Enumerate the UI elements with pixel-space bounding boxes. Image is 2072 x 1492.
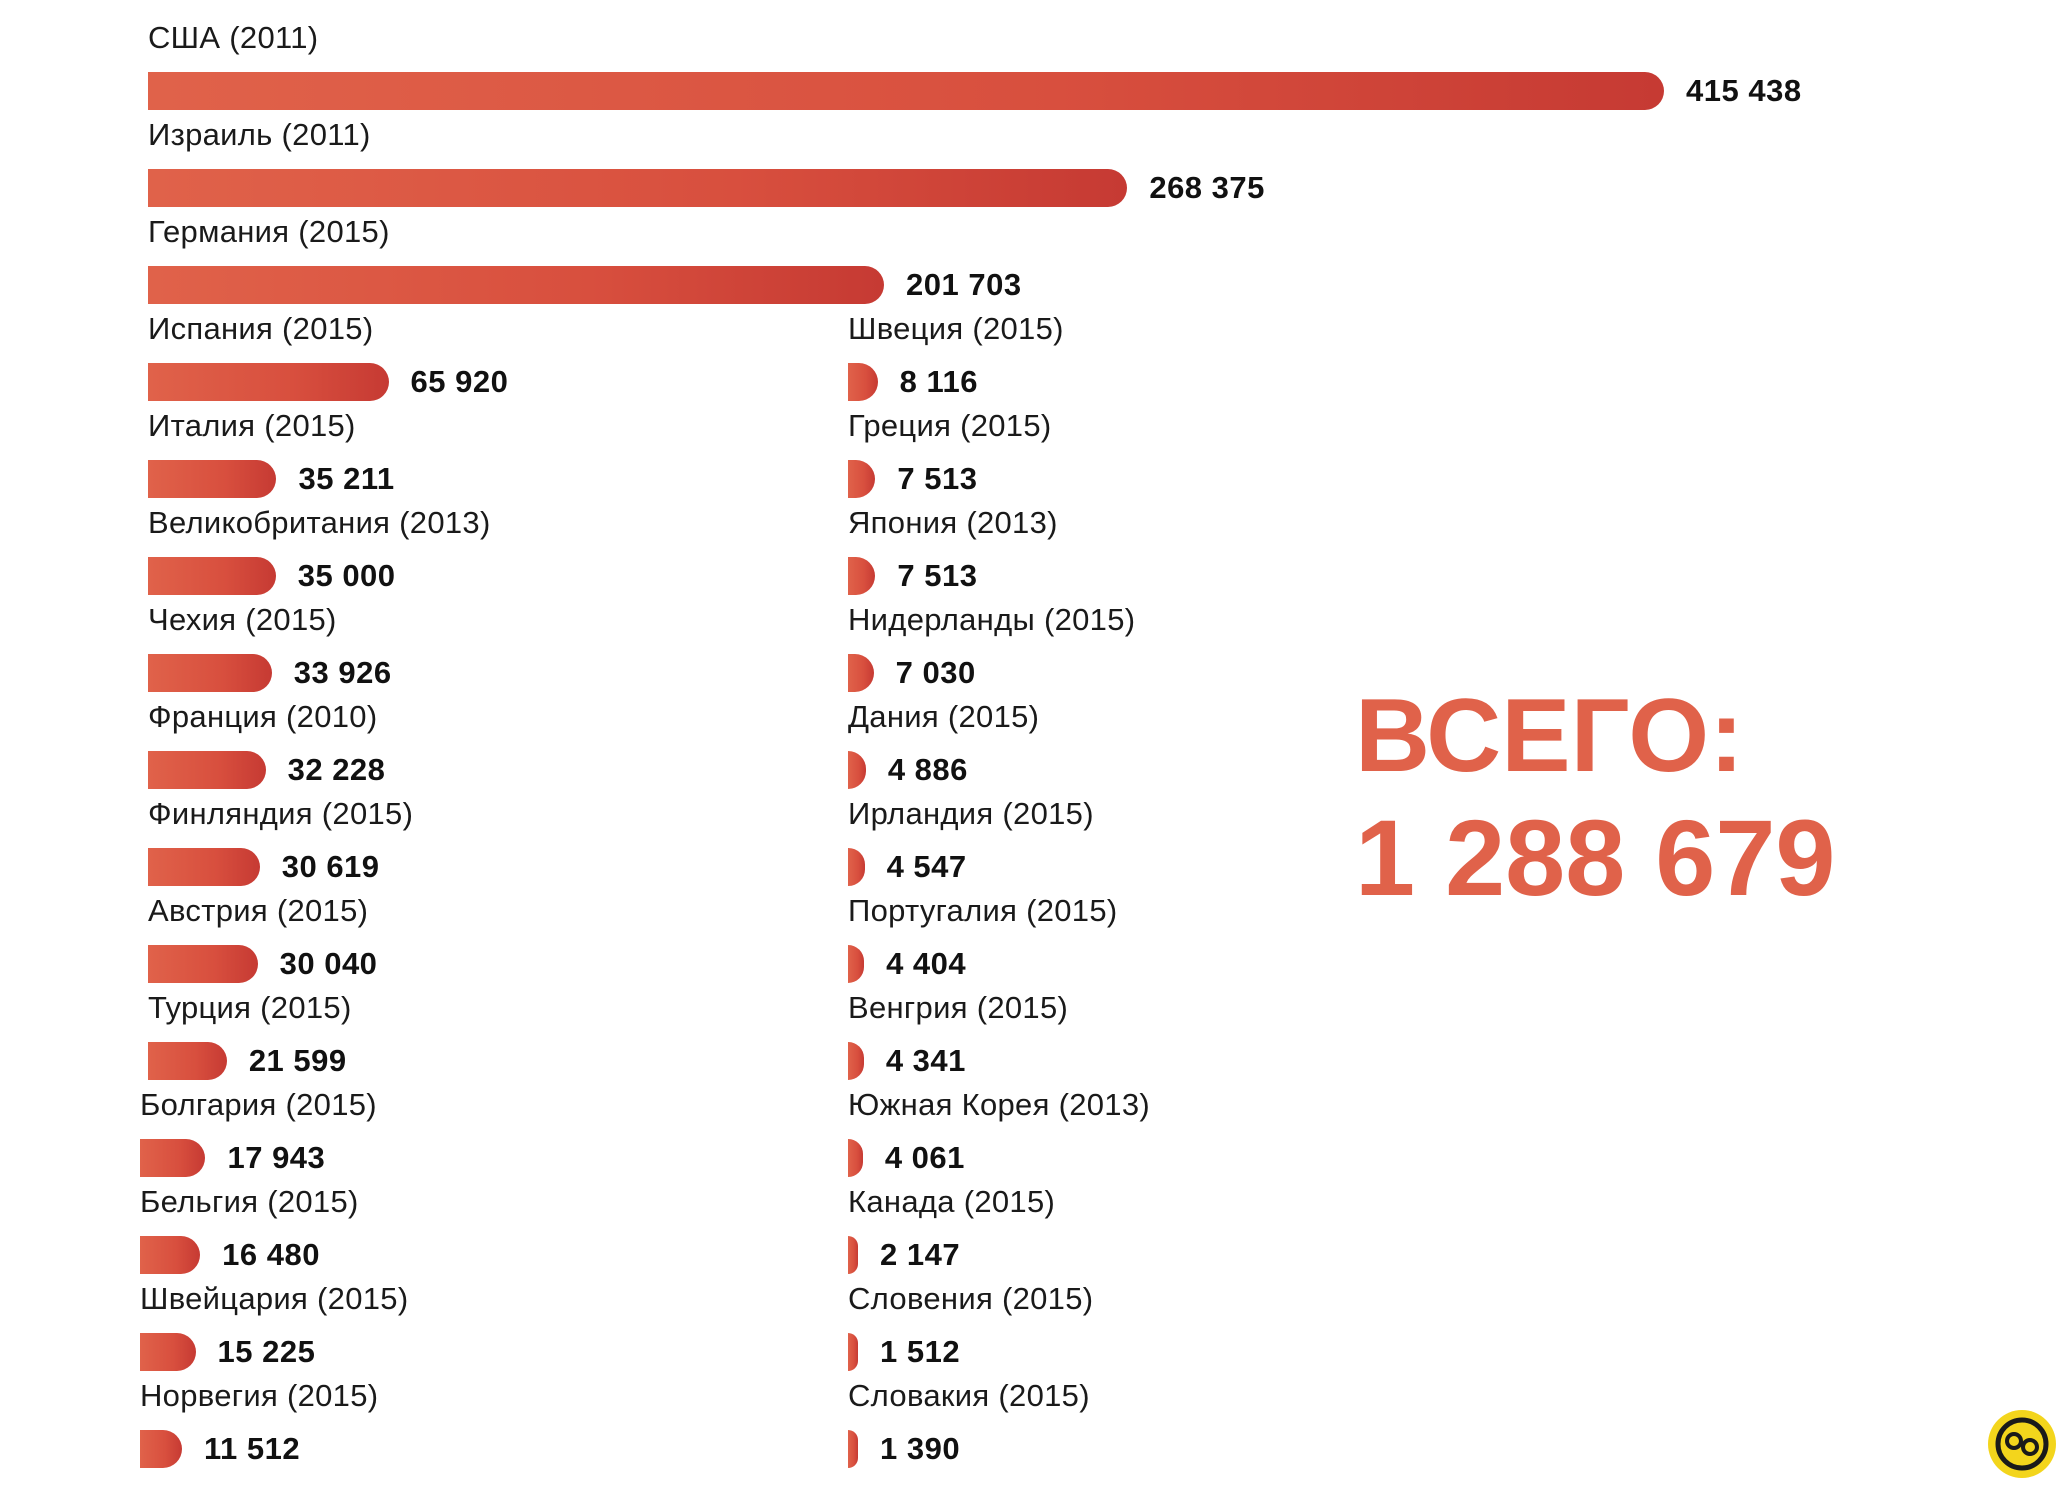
category-label: Нидерланды (2015) [848,602,1136,637]
category-label: Венгрия (2015) [848,990,1069,1025]
category-label: Финляндия (2015) [148,796,414,831]
value-label: 35 211 [298,461,395,496]
category-label: Ирландия (2015) [848,796,1094,831]
category-label: Словакия (2015) [848,1378,1090,1413]
category-label: Япония (2013) [848,505,1058,540]
category-label: Южная Корея (2013) [848,1087,1151,1122]
category-label: Израиль (2011) [148,117,371,152]
value-label: 65 920 [410,364,509,399]
bar [848,1333,858,1371]
bar [148,1042,227,1080]
value-label: 4 341 [885,1043,966,1078]
bar [140,1236,201,1274]
value-label: 1 512 [880,1334,961,1369]
bar [148,363,389,401]
category-label: Португалия (2015) [848,893,1118,928]
category-label: Великобритания (2013) [148,505,491,540]
category-label: Норвегия (2015) [140,1378,379,1413]
bar [848,945,865,983]
category-label: Канада (2015) [848,1184,1056,1219]
category-label: Греция (2015) [848,408,1052,443]
value-label: 35 000 [297,558,396,593]
value-label: 21 599 [248,1043,347,1078]
category-label: Дания (2015) [848,699,1040,734]
category-label: Испания (2015) [148,311,374,346]
bar [148,654,272,692]
total-label: ВСЕГО: [1355,678,1744,794]
value-label: 17 943 [227,1140,326,1175]
bar [148,72,1664,110]
value-label: 1 390 [880,1431,961,1466]
bar [848,1139,863,1177]
category-label: США (2011) [148,20,319,55]
value-label: 4 547 [886,849,967,884]
logo-badge-icon [1988,1410,2056,1478]
value-label: 4 886 [887,752,968,787]
value-label: 15 225 [217,1334,316,1369]
bar [140,1333,196,1371]
category-label: Чехия (2015) [148,602,337,637]
category-label: Болгария (2015) [140,1087,377,1122]
bar [848,557,876,595]
bar [848,363,878,401]
value-label: 2 147 [880,1237,961,1272]
bar [148,460,277,498]
value-label: 7 513 [897,461,978,496]
bar [148,945,258,983]
category-label: Словения (2015) [848,1281,1094,1316]
value-label: 30 040 [279,946,378,981]
category-label: Швейцария (2015) [140,1281,409,1316]
bar [148,751,266,789]
category-label: Франция (2010) [148,699,378,734]
bar [848,654,874,692]
bar [148,266,885,304]
category-label: Бельгия (2015) [140,1184,359,1219]
category-label: Германия (2015) [148,214,390,249]
bar [848,1430,858,1468]
category-label: Италия (2015) [148,408,356,443]
total-block: ВСЕГО: 1 288 679 [1355,680,1835,920]
value-label: 30 619 [281,849,380,884]
category-label: Турция (2015) [148,990,352,1025]
value-label: 415 438 [1686,73,1802,108]
bar [140,1139,206,1177]
value-label: 16 480 [222,1237,320,1272]
bar [848,1042,864,1080]
total-value: 1 288 679 [1355,797,1836,918]
value-label: 32 228 [287,752,386,787]
value-label: 4 061 [884,1140,965,1175]
category-label: Швеция (2015) [848,311,1064,346]
bar [848,848,865,886]
bar [848,1236,858,1274]
value-label: 33 926 [293,655,392,690]
value-label: 11 512 [204,1431,301,1466]
category-label: Австрия (2015) [148,893,369,928]
value-label: 8 116 [899,364,978,399]
bar [148,557,276,595]
bar [848,751,866,789]
value-label: 4 404 [886,946,967,981]
value-label: 7 030 [895,655,976,690]
value-label: 268 375 [1149,170,1265,205]
value-label: 7 513 [897,558,978,593]
bar [848,460,876,498]
bar [148,169,1128,207]
bar [148,848,260,886]
bar [140,1430,182,1468]
value-label: 201 703 [906,267,1022,302]
